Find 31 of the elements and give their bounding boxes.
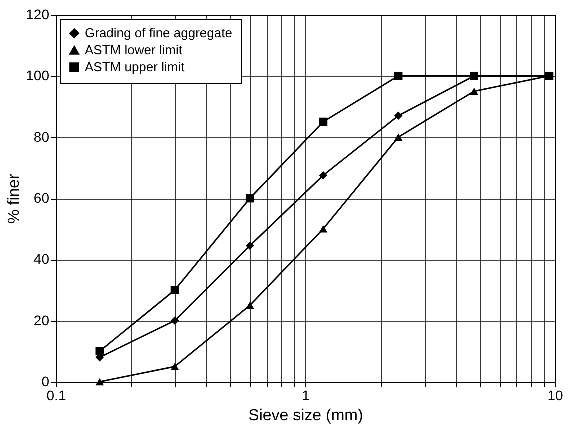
point: [394, 112, 403, 120]
point: [319, 118, 328, 126]
y-tick-label: 60: [34, 190, 50, 206]
y-tick-label: 100: [26, 68, 50, 84]
legend-label: ASTM lower limit: [85, 42, 183, 58]
x-axis-title: Sieve size (mm): [248, 408, 364, 424]
point: [246, 302, 254, 310]
point: [470, 88, 479, 96]
point: [470, 72, 479, 80]
x-tick-label: 10: [548, 388, 564, 404]
x-tick-label: 1: [302, 388, 310, 404]
point: [319, 225, 328, 233]
point: [170, 286, 180, 294]
point: [170, 363, 180, 370]
point: [319, 171, 328, 180]
y-tick-label: 40: [34, 251, 50, 268]
point: [96, 347, 104, 356]
point: [394, 134, 403, 141]
point: [246, 242, 254, 250]
x-tick-label: 0.1: [46, 388, 66, 404]
point: [246, 194, 254, 203]
y-tick-label: 0: [42, 374, 50, 390]
y-axis-title: % finer: [6, 173, 24, 224]
legend-label: ASTM upper limit: [85, 60, 186, 74]
point: [170, 316, 180, 326]
point: [394, 72, 403, 80]
point: [96, 378, 104, 386]
y-tick-label: 120: [26, 6, 50, 22]
legend-label: Grading of fine aggregate: [85, 26, 232, 40]
y-tick-label: 80: [34, 128, 50, 145]
y-tick-label: 20: [34, 312, 50, 328]
